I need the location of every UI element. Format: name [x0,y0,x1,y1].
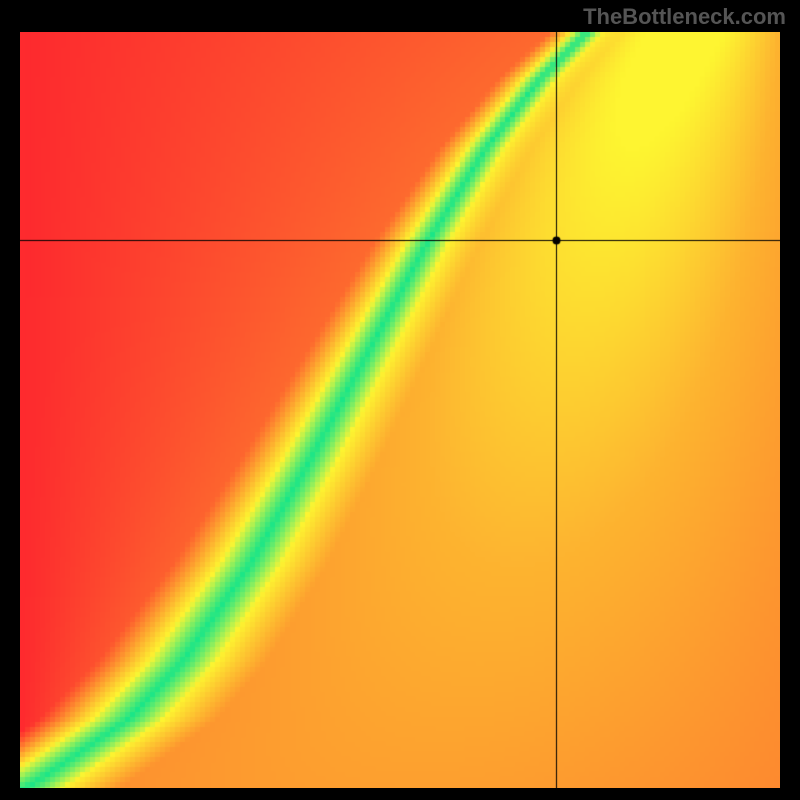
chart-container: TheBottleneck.com [0,0,800,800]
bottleneck-heatmap [20,32,780,788]
watermark-text: TheBottleneck.com [583,4,786,30]
